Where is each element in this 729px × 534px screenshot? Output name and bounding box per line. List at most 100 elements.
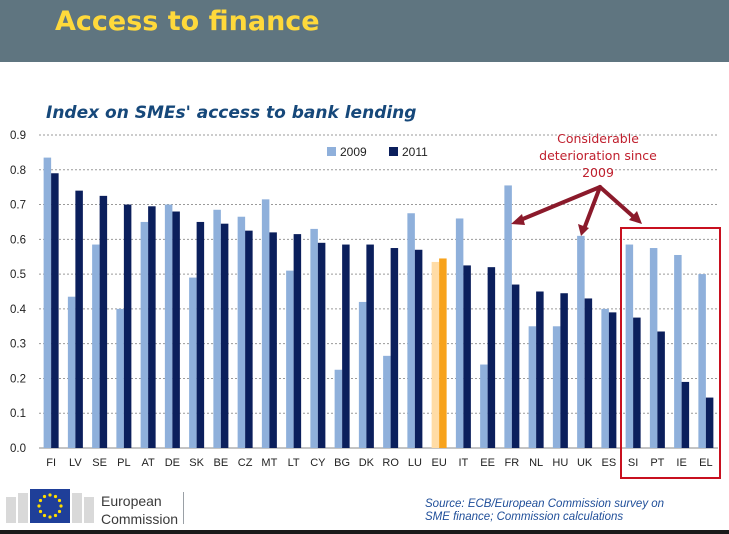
star-icon <box>38 509 43 514</box>
x-tick-label: LT <box>288 457 300 469</box>
bar-2009-it <box>455 218 464 448</box>
legend-label-2009: 2009 <box>340 145 367 159</box>
bar-2011-pt <box>657 331 665 448</box>
bar-2009-at <box>140 221 149 448</box>
eu-flag-logo <box>6 489 94 523</box>
bar-2011-at <box>148 206 156 448</box>
logo-text-line-2: Commission <box>101 511 179 527</box>
bar-2011-de <box>172 211 180 448</box>
bar-2011-hu <box>560 293 568 448</box>
bar-2011-mt <box>269 232 277 448</box>
source-note: Source: ECB/European Commission survey o… <box>425 498 664 524</box>
x-tick-label: BG <box>334 457 350 469</box>
x-tick-label: LU <box>408 457 422 469</box>
bar-2009-ie <box>674 254 682 448</box>
arrowhead-si <box>629 211 642 224</box>
x-tick-label: FI <box>46 457 56 469</box>
star-icon <box>37 504 41 508</box>
chart-title: Index on SMEs' access to bank lending <box>46 103 417 123</box>
bars <box>43 157 714 448</box>
x-tick-label: PL <box>117 457 130 469</box>
star-icon <box>48 493 52 497</box>
bar-2011-cy <box>317 242 326 448</box>
x-tick-label: EL <box>699 457 712 469</box>
x-tick-label: RO <box>382 457 399 469</box>
bar-2011-fi <box>51 173 59 448</box>
y-tick-label: 0.8 <box>10 165 26 177</box>
x-tick-label: EE <box>480 457 495 469</box>
annotation-line-3: 2009 <box>582 165 614 180</box>
x-tick-label: UK <box>577 457 593 469</box>
legend-swatch-2009 <box>327 147 336 156</box>
logo-divider <box>183 492 184 524</box>
bar-2011-fr <box>511 284 520 448</box>
bar-2009-el <box>698 274 706 448</box>
logo-text-line-1: European <box>101 493 162 509</box>
title-banner: Access to finance <box>0 0 729 62</box>
x-tick-label: CZ <box>238 457 253 469</box>
annotation-line-2: deterioration since <box>539 148 657 163</box>
legend-swatch-2011 <box>389 147 398 156</box>
bar-2009-eu <box>431 261 440 448</box>
bar-2009-pt <box>649 248 658 448</box>
bar-2011-el <box>705 397 714 448</box>
x-tick-label: SI <box>628 457 638 469</box>
bar-2011-sk <box>196 221 205 448</box>
arrow-to-si <box>598 185 638 221</box>
highlight-box <box>620 227 721 479</box>
x-tick-label: DK <box>359 457 375 469</box>
x-tick-label: AT <box>142 457 156 469</box>
bar-2009-dk <box>358 301 367 448</box>
bar-2009-bg <box>334 369 343 448</box>
y-axis-labels: 0.0 0.1 0.2 0.3 0.4 0.5 0.6 0.7 0.8 0.9 <box>10 130 27 455</box>
bar-2009-cz <box>237 216 246 448</box>
bar-2009-ee <box>480 364 488 448</box>
bar-2011-nl <box>536 291 544 448</box>
bar-2011-ie <box>681 381 690 448</box>
bar-2009-hu <box>552 326 561 448</box>
page-title: Access to finance <box>55 6 320 37</box>
arrow-to-uk <box>582 185 602 231</box>
bar-2009-se <box>92 244 100 448</box>
x-tick-label: SK <box>189 457 204 469</box>
bar-2009-fr <box>504 185 512 448</box>
arrow-to-fr <box>516 185 602 223</box>
x-tick-label: LV <box>69 457 82 469</box>
y-tick-label: 0.1 <box>10 408 26 420</box>
bar-2009-es <box>601 308 609 448</box>
y-tick-label: 0.7 <box>10 200 26 212</box>
bar-2009-lt <box>286 270 294 448</box>
annotation-overlay: Considerable deterioration since 2009 <box>511 131 721 479</box>
x-tick-label: MT <box>261 457 277 469</box>
arrowhead-uk <box>578 224 589 236</box>
bar-2011-eu <box>439 258 447 448</box>
bar-2009-ro <box>383 355 391 448</box>
bar-2011-cz <box>245 230 253 448</box>
bar-2009-de <box>164 204 173 448</box>
bar-2009-sk <box>189 277 197 448</box>
bar-2011-ee <box>487 267 496 448</box>
source-line-1: Source: ECB/European Commission survey o… <box>425 498 665 510</box>
x-tick-label: DE <box>165 457 180 469</box>
bar-2009-fi <box>43 157 52 448</box>
bar-2011-se <box>99 195 108 448</box>
y-tick-label: 0.4 <box>10 304 27 316</box>
star-icon <box>48 515 52 519</box>
bar-2011-be <box>220 223 229 448</box>
star-icon <box>57 509 62 514</box>
star-icon <box>38 498 43 503</box>
star-icon <box>53 494 58 499</box>
x-tick-label: BE <box>214 457 229 469</box>
x-tick-label: SE <box>92 457 107 469</box>
bar-2011-uk <box>584 298 593 448</box>
bar-2009-lu <box>407 213 415 448</box>
star-icon <box>42 513 47 518</box>
bar-2009-uk <box>577 235 585 448</box>
annotation-line-1: Considerable <box>557 131 639 146</box>
legend: 2009 2011 <box>327 145 428 159</box>
x-tick-label: IE <box>676 457 686 469</box>
legend-label-2011: 2011 <box>402 145 428 159</box>
x-tick-label: IT <box>458 457 468 469</box>
star-icon <box>59 504 63 508</box>
